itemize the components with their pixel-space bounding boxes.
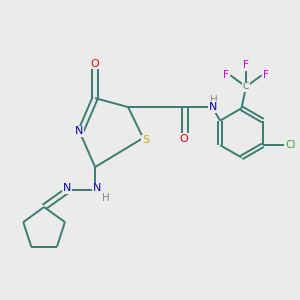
Text: S: S [142,135,149,146]
Text: N: N [74,126,83,136]
Text: H: H [210,94,218,105]
Text: Cl: Cl [286,140,296,150]
Text: C: C [243,82,249,91]
Text: N: N [62,183,71,194]
Text: O: O [91,58,100,69]
Text: F: F [223,70,229,80]
Text: H: H [102,193,110,203]
Text: O: O [179,134,188,144]
Text: N: N [209,102,217,112]
Text: F: F [243,60,249,70]
Text: F: F [263,70,269,80]
Text: N: N [92,183,101,194]
